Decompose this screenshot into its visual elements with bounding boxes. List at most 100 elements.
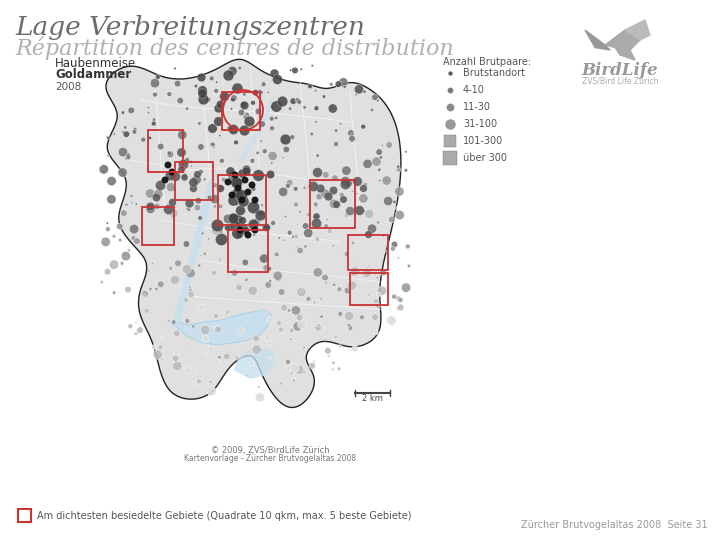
Point [238,101,250,110]
Point [224,167,235,176]
Point [171,362,183,370]
Point [349,267,361,275]
Point [228,195,239,204]
Point [174,282,186,291]
Point [185,290,197,299]
Point [199,175,210,184]
Point [369,313,381,321]
Text: 31-100: 31-100 [463,119,497,129]
Point [273,319,284,327]
Point [290,306,302,315]
Point [236,190,248,199]
Point [194,119,205,128]
Point [181,265,192,273]
Point [293,366,305,374]
Point [231,189,243,198]
Point [200,349,212,357]
Point [336,190,348,199]
Point [298,343,310,352]
Point [389,198,400,206]
Point [120,154,132,163]
Point [230,138,242,147]
Point [289,364,300,373]
Point [386,215,397,224]
Point [101,163,112,171]
Point [147,259,158,268]
Point [366,224,378,233]
Point [321,215,333,224]
Point [214,353,225,362]
Point [288,376,300,385]
Point [100,238,112,246]
Point [349,345,361,353]
Text: 11-30: 11-30 [463,102,491,112]
Point [356,313,368,322]
Point [153,190,164,198]
Point [216,157,228,165]
Bar [348,235,388,270]
Point [130,125,141,133]
Point [348,271,359,279]
Point [181,316,193,325]
Point [106,177,117,185]
Point [297,320,308,329]
Point [199,249,210,258]
Point [130,329,142,338]
Point [126,192,138,200]
Point [194,214,206,222]
Point [307,182,319,191]
Point [376,222,387,231]
Point [240,113,251,122]
Point [286,326,297,335]
Point [392,294,404,302]
Point [351,177,363,186]
Point [305,82,316,91]
Point [310,213,322,221]
Point [250,205,261,214]
Point [327,365,338,374]
Point [120,252,132,260]
Point [169,64,181,73]
Point [280,212,292,221]
Point [125,106,137,114]
Point [208,191,220,200]
Point [298,368,310,376]
Point [252,148,264,157]
Point [313,192,325,201]
Point [181,240,192,248]
Point [192,197,204,205]
Point [330,333,341,341]
Point [181,205,193,213]
Point [117,259,128,268]
Point [283,306,294,315]
Point [285,66,297,75]
Point [300,221,312,230]
Point [156,355,168,363]
Point [335,309,346,318]
Point [335,119,346,128]
Point [392,254,404,262]
Point [318,92,330,101]
Point [256,137,267,145]
Point [255,88,266,97]
Polygon shape [615,48,635,60]
Point [323,192,334,201]
Point [325,103,337,112]
Point [302,294,314,303]
Point [307,62,318,70]
Point [380,247,392,255]
Point [233,184,244,192]
Point [134,326,145,334]
Point [242,188,253,197]
Point [194,243,206,252]
Point [138,136,149,144]
Point [228,213,239,221]
Point [234,64,246,72]
Point [210,86,222,95]
Point [310,201,322,210]
Point [393,165,405,174]
Bar [350,273,388,305]
Point [238,100,250,109]
Point [128,225,140,233]
Point [254,211,266,220]
